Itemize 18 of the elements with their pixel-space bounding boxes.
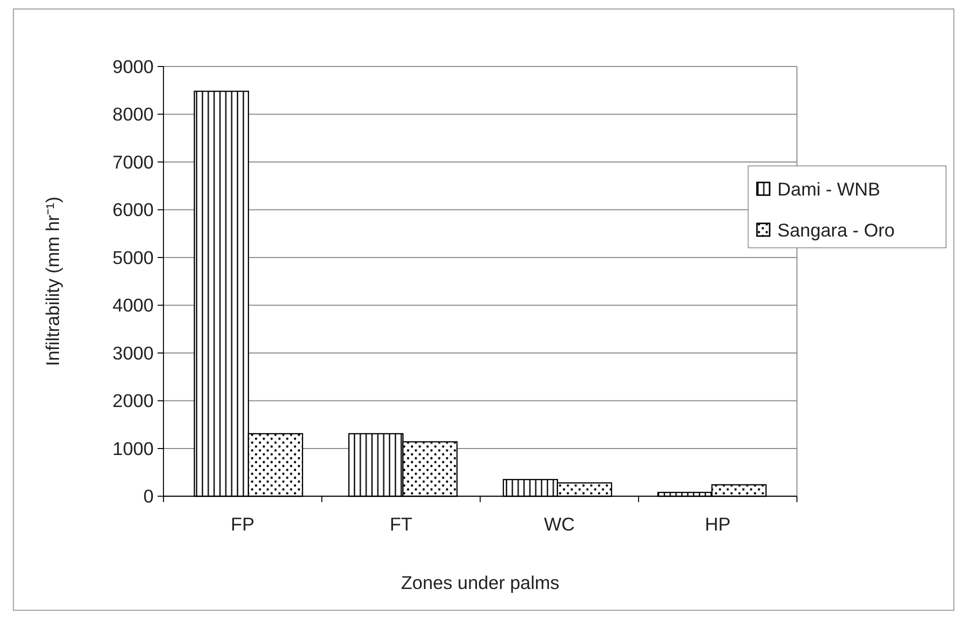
y-tick-label: 4000 (112, 294, 154, 316)
legend-label: Dami - WNB (777, 178, 880, 200)
x-tick-label: FP (230, 513, 254, 534)
x-axis-title: Zones under palms (401, 572, 560, 593)
y-tick-label: 8000 (112, 104, 154, 125)
y-axis-title: Infiltrability (mm hr⁻¹) (42, 196, 64, 366)
y-tick-label: 3000 (112, 342, 154, 364)
y-tick-label: 9000 (112, 56, 154, 77)
legend-label: Sangara - Oro (777, 220, 895, 241)
y-tick-label: 1000 (112, 438, 154, 459)
x-tick-label: HP (704, 513, 731, 534)
x-tick-label: FT (390, 513, 412, 534)
y-tick-label: 7000 (112, 151, 154, 172)
x-tick-label: WC (544, 513, 575, 534)
y-tick-label: 5000 (112, 246, 154, 268)
y-tick-label: 2000 (112, 390, 154, 412)
y-tick-label: 6000 (112, 199, 154, 220)
y-tick-label: 0 (143, 486, 154, 507)
